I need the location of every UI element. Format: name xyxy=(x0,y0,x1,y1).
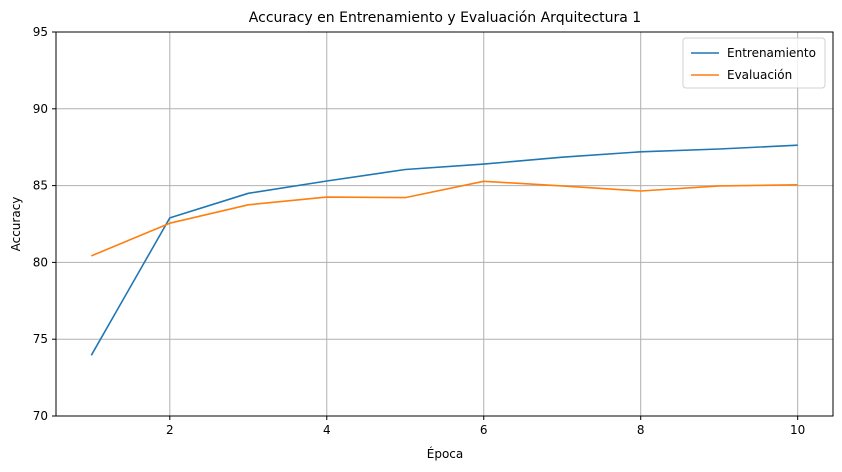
plot-frame xyxy=(55,31,834,417)
grid-lines xyxy=(56,31,833,417)
x-tick-label: 4 xyxy=(323,423,331,437)
legend: Entrenamiento Evaluación xyxy=(682,37,826,89)
y-axis-label: Accuracy xyxy=(9,197,23,252)
y-tick-label: 85 xyxy=(33,179,48,193)
chart-title: Accuracy en Entrenamiento y Evaluación A… xyxy=(249,10,641,26)
x-tick-label: 2 xyxy=(166,423,174,437)
y-tick-label: 80 xyxy=(33,255,48,269)
axis-ticks: 2 4 6 8 10 70 75 80 85 90 95 xyxy=(33,25,806,437)
series-line-1 xyxy=(90,180,798,257)
x-axis-label: Época xyxy=(427,446,464,461)
y-tick-label: 95 xyxy=(33,25,48,39)
y-tick-label: 70 xyxy=(33,409,48,423)
y-tick-label: 90 xyxy=(33,102,48,116)
y-tick-label: 75 xyxy=(33,332,48,346)
series-line-0 xyxy=(90,144,798,356)
x-tick-label: 6 xyxy=(480,423,488,437)
x-tick-label: 10 xyxy=(790,423,805,437)
legend-label: Entrenamiento xyxy=(727,46,816,60)
series-layer xyxy=(90,144,798,356)
legend-label: Evaluación xyxy=(727,68,792,82)
x-tick-label: 8 xyxy=(637,423,645,437)
